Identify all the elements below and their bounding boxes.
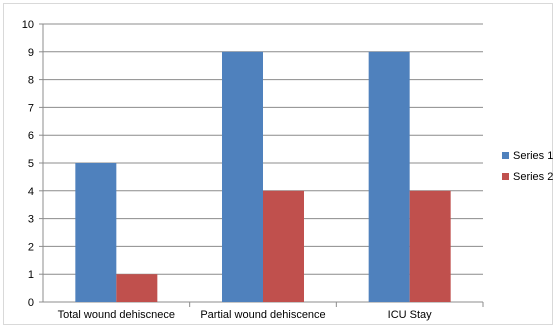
bar-1-3: [368, 51, 410, 302]
x-tick-label: Partial wound dehiscence: [200, 309, 325, 321]
bar-1-2: [222, 51, 263, 302]
bar-2-2: [263, 190, 304, 302]
x-tick-labels: Total wound dehiscnece Partial wound dehi…: [58, 309, 433, 321]
bar-chart: 0 1 2 3 4 5 6 7 8 9 10 Total wound dehiscnece Parti…: [22, 19, 554, 321]
bar-2-1: [116, 274, 158, 302]
legend-swatch-1: [502, 152, 509, 159]
y-tick-label: 8: [28, 75, 34, 87]
y-tick-label: 7: [28, 102, 34, 114]
bar-1-1: [75, 163, 117, 302]
y-tick-label: 5: [28, 158, 34, 170]
x-tick-label: Total wound dehiscnece: [58, 309, 175, 321]
legend-swatch-2: [502, 173, 509, 180]
bar-2-3: [409, 190, 451, 302]
y-tick-label: 9: [28, 47, 34, 59]
bars: [75, 51, 451, 302]
y-tick-label: 3: [28, 214, 34, 226]
y-tick-label: 2: [28, 241, 34, 253]
legend-label-1: Series 1: [513, 150, 553, 162]
x-tick-label: ICU Stay: [388, 309, 433, 321]
y-tick-label: 6: [28, 130, 34, 142]
y-tick-label: 10: [22, 19, 34, 31]
legend-label-2: Series 2: [513, 171, 553, 183]
chart-frame: 0 1 2 3 4 5 6 7 8 9 10 Total wound dehiscnece Parti…: [3, 3, 553, 325]
legend: Series 1 Series 2: [502, 150, 553, 183]
y-tick-label: 0: [28, 297, 34, 309]
y-tick-label: 4: [28, 186, 34, 198]
y-tick-label: 1: [28, 269, 34, 281]
y-tick-labels: 0 1 2 3 4 5 6 7 8 9 10: [22, 19, 34, 309]
